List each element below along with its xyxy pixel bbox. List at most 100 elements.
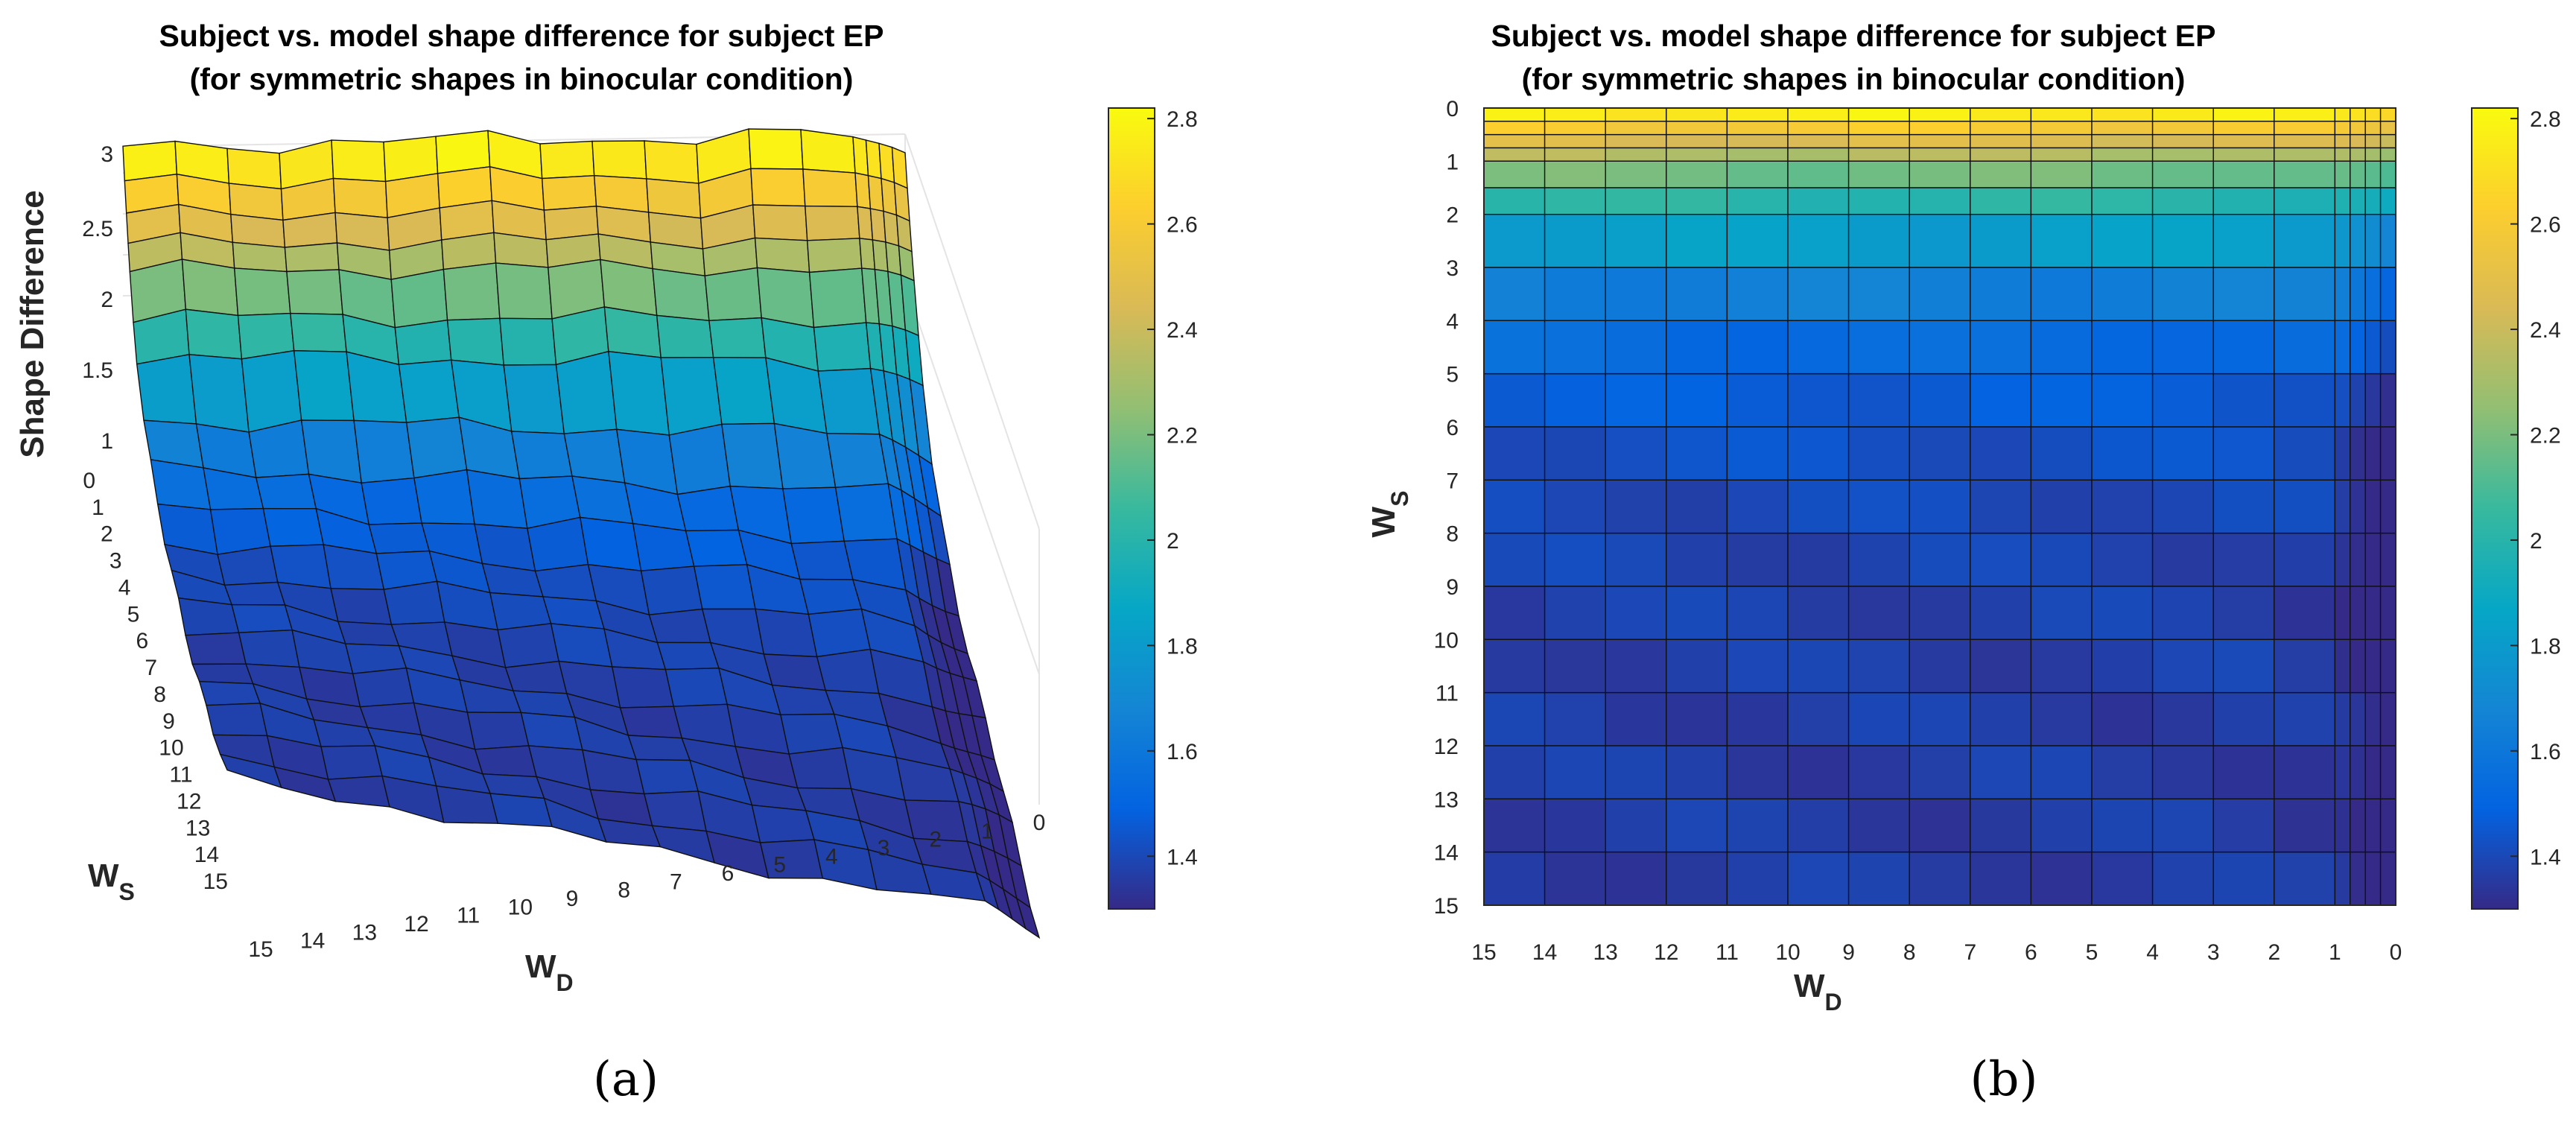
heatmap-cell: [1847, 426, 1910, 481]
heatmap-cell: [1787, 160, 1850, 188]
surface-patch: [648, 608, 711, 644]
heatmap-cell: [2274, 851, 2336, 906]
heatmap-cell: [2364, 320, 2382, 375]
surface-patch: [446, 317, 504, 366]
heatmap-cell: [2274, 133, 2336, 149]
heatmap-cell: [2334, 187, 2351, 215]
heatmap-cell: [2379, 586, 2396, 641]
heatmap-cell: [1909, 121, 1971, 136]
surface-patch: [394, 319, 452, 366]
surface-patch: [541, 174, 597, 211]
heatmap-cell: [2350, 638, 2366, 694]
colorbar-tick: 2.2: [1167, 423, 1198, 448]
surface-patch: [704, 267, 762, 322]
heatmap-cell: [1483, 133, 1546, 149]
heatmap-cell: [1909, 533, 1971, 587]
surface-patch: [721, 422, 784, 489]
colorbar-tick: 2.8: [2530, 107, 2561, 132]
surface-patch: [816, 648, 880, 694]
y-tick: 13: [185, 816, 210, 840]
surface-patch: [802, 168, 858, 208]
surface-patch: [539, 140, 595, 180]
heatmap-cell: [2334, 160, 2351, 188]
heatmap-cell: [1909, 187, 1971, 215]
heatmap-cell: [2030, 798, 2093, 853]
colorbar-tick: 2.4: [1167, 318, 1198, 343]
heatmap-cell: [1544, 121, 1606, 136]
panel-a-title-line2: (for symmetric shapes in binocular condi…: [190, 62, 854, 96]
y-tick: 3: [110, 549, 122, 574]
surface-patch: [751, 804, 815, 843]
heatmap-cell: [1544, 133, 1606, 149]
heatmap-cell: [2364, 147, 2382, 162]
surface-patch: [635, 758, 699, 795]
surface-patch: [361, 477, 422, 525]
surface-patch: [223, 581, 286, 606]
surface-patch: [571, 475, 634, 525]
heatmap-cell: [2212, 133, 2275, 149]
y-tick: 2: [1446, 203, 1459, 228]
y-tick: 14: [1434, 841, 1459, 866]
surface-patch: [668, 423, 731, 495]
heatmap-cell: [2151, 107, 2214, 122]
colorbar-tick: 2.4: [2530, 318, 2561, 343]
heatmap-cell: [1544, 851, 1606, 906]
heatmap-cell: [1970, 147, 2032, 162]
heatmap-cell: [1605, 121, 1667, 136]
surface-patch: [383, 580, 445, 625]
heatmap-cell: [2091, 160, 2154, 188]
colorbar-tick: 1.6: [1167, 740, 1198, 764]
heatmap-cell: [1847, 214, 1910, 268]
surface-patch: [712, 356, 775, 425]
heatmap-cell: [1726, 479, 1789, 534]
x-tick: 10: [1775, 940, 1800, 965]
surface-patch: [499, 317, 557, 366]
heatmap-cell: [2091, 320, 2154, 375]
colorbar-tick: 1.6: [2530, 740, 2561, 764]
heatmap-cell: [2212, 851, 2275, 906]
surface-patch: [466, 712, 530, 750]
heatmap-cell: [1909, 745, 1971, 800]
heatmap-cell: [2364, 426, 2382, 481]
heatmap-cell: [2030, 147, 2093, 162]
heatmap-cell: [2364, 533, 2382, 587]
heatmap-cell: [1483, 147, 1546, 162]
heatmap-cell: [1787, 121, 1850, 136]
heatmap-cell: [1666, 160, 1728, 188]
surface-patch: [808, 267, 867, 329]
heatmap-cell: [1605, 851, 1667, 906]
heatmap-cell: [1726, 798, 1789, 853]
heatmap-cell: [2151, 121, 2214, 136]
surface-patch: [206, 703, 268, 737]
heatmap-cell: [2091, 426, 2154, 481]
surface-patch: [352, 667, 415, 708]
heatmap-cell: [2212, 638, 2275, 694]
surface-patch: [520, 712, 583, 751]
x-tick: 6: [2025, 940, 2037, 965]
heatmap-cell: [2030, 214, 2093, 268]
y-tick: 2: [101, 522, 113, 547]
heatmap-cell: [2334, 533, 2351, 587]
panel-b-colorbar-ticks: 1.4 1.6 1.8 2 2.2 2.4 2.6 2.8: [2510, 107, 2561, 869]
heatmap-cell: [2212, 426, 2275, 481]
heatmap-cell: [2379, 187, 2396, 215]
surface-patch: [413, 469, 475, 525]
heatmap-cell: [1847, 373, 1910, 428]
surface-patch: [656, 641, 720, 671]
heatmap-cell: [1970, 745, 2032, 800]
surface-patch: [550, 623, 613, 668]
x-tick: 4: [2146, 940, 2159, 965]
heatmap-cell: [2274, 320, 2336, 375]
colorbar-tick: 1.4: [1167, 845, 1198, 869]
heatmap-cell: [1483, 187, 1546, 215]
heatmap-cell: [1847, 533, 1910, 587]
x-tick: 12: [1654, 940, 1678, 965]
heatmap-cell: [2364, 692, 2382, 747]
panel-b-title-line2: (for symmetric shapes in binocular condi…: [1522, 62, 2186, 96]
heatmap-cell: [2212, 320, 2275, 375]
surface-patch: [534, 563, 597, 602]
heatmap-cell: [1483, 851, 1546, 906]
heatmap-cell: [1666, 745, 1728, 800]
heatmap-cell: [2151, 214, 2214, 268]
heatmap-cell: [1666, 798, 1728, 853]
